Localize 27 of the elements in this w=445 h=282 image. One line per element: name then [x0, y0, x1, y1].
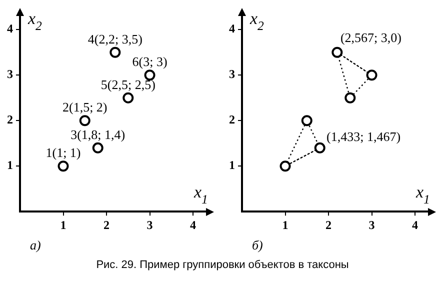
y-tick-label: 2	[229, 112, 235, 127]
y-tick-label: 1	[7, 158, 13, 172]
data-label: 6(3; 3)	[132, 54, 168, 70]
text: а)	[30, 238, 41, 253]
data-label: 5(2,5; 2,5)	[100, 76, 156, 92]
text: Рис. 29. Пример группировки объектов в таксоны	[95, 259, 350, 271]
y-tick-label: 4	[7, 22, 13, 36]
annotation: (2,567; 3,0)	[340, 30, 402, 45]
data-label: 4(2,2; 3,5)	[88, 31, 142, 46]
x-tick-label: 2	[104, 218, 110, 232]
x-tick-label: 3	[368, 218, 375, 232]
data-label: 1(1; 1)	[46, 145, 81, 160]
y-tick-label: 1	[229, 158, 235, 172]
y-tick-label: 4	[229, 22, 235, 36]
data-label: 3(1,8; 1,4)	[70, 126, 126, 142]
x-tick-label: 1	[282, 218, 288, 232]
text: б)	[252, 238, 263, 253]
annotation: (1,433; 1,467)	[326, 129, 401, 144]
x-tick-label: 2	[326, 218, 332, 232]
y-tick-label: 2	[7, 112, 13, 127]
y-tick-label: 3	[229, 67, 235, 82]
x-tick-label: 1	[60, 218, 66, 232]
x-tick-label: 3	[146, 218, 153, 232]
data-label: 2(1,5; 2)	[62, 100, 108, 115]
y-tick-label: 3	[7, 67, 13, 82]
x-tick-label: 4	[412, 218, 418, 232]
x-tick-label: 4	[190, 218, 196, 232]
